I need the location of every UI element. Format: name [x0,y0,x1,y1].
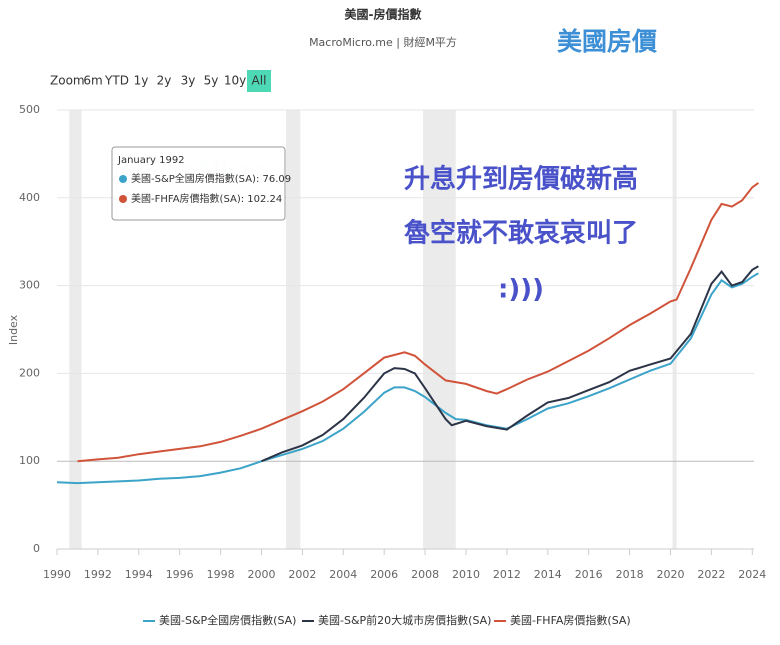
x-tick-label: 2010 [452,568,480,581]
tooltip-date: January 1992 [117,155,185,166]
legend-label[interactable]: 美國-S&P前20大城市房價指數(SA) [318,613,491,627]
x-tick-label: 2008 [411,568,439,581]
recession-band [423,110,456,549]
zoom-button-bg [247,70,271,92]
zoom-label: Zoom [50,74,85,88]
tooltip-box [111,146,286,221]
x-tick-label: 2006 [370,568,398,581]
chart-subtitle: MacroMicro.me | 財經M平方 [309,35,457,49]
series-line [261,265,759,463]
series-line [77,182,759,463]
x-tick-label: 1994 [125,568,153,581]
tooltip-row: 美國-S&P全國房價指數(SA): 76.09 [131,172,291,185]
x-tick-label: 1998 [207,568,235,581]
x-tick-label: 2018 [616,568,644,581]
zoom-button[interactable]: 5y [204,74,219,88]
y-axis-label: Index [7,314,20,345]
x-tick-label: 1996 [166,568,194,581]
x-tick-label: 2012 [493,568,521,581]
x-tick-label: 1990 [43,568,71,581]
comment-line: :))) [498,275,544,305]
x-tick-label: 2004 [329,568,357,581]
legend-label[interactable]: 美國-S&P全國房價指數(SA) [159,613,296,627]
x-tick-label: 2002 [288,568,316,581]
zoom-button[interactable]: 10y [224,74,246,88]
y-tick-label: 100 [19,454,40,467]
recession-band [69,110,82,549]
chart-title: 美國-房價指數 [345,7,422,22]
zoom-button[interactable]: YTD [104,74,129,88]
x-tick-label: 2014 [534,568,562,581]
zoom-button[interactable]: 6m [83,74,102,88]
y-tick-label: 500 [19,103,40,116]
x-tick-label: 2000 [248,568,276,581]
x-tick-label: 2024 [738,568,766,581]
y-tick-label: 0 [33,542,40,555]
comment-line: 升息升到房價破新高 [404,164,638,195]
tooltip-marker [119,195,127,203]
zoom-button[interactable]: 1y [134,74,149,88]
recession-band [672,110,677,549]
annotation: 美國房價 [557,27,658,56]
recession-band [286,110,301,549]
x-tick-label: 2016 [575,568,603,581]
tooltip-row: 美國-FHFA房價指數(SA): 102.24 [131,192,282,205]
series-line [56,272,759,485]
zoom-button[interactable]: 2y [157,74,172,88]
y-tick-label: 400 [19,191,40,204]
x-tick-label: 1992 [84,568,112,581]
legend-label[interactable]: 美國-FHFA房價指數(SA) [510,613,631,627]
zoom-button[interactable]: All [252,74,267,88]
x-tick-label: 2020 [657,568,685,581]
zoom-button[interactable]: 3y [181,74,196,88]
comment-line: 魯空就不敢哀哀叫了 [403,218,638,249]
y-tick-label: 200 [19,366,40,379]
tooltip-marker [119,175,127,183]
x-tick-label: 2022 [697,568,725,581]
y-tick-label: 300 [19,279,40,292]
